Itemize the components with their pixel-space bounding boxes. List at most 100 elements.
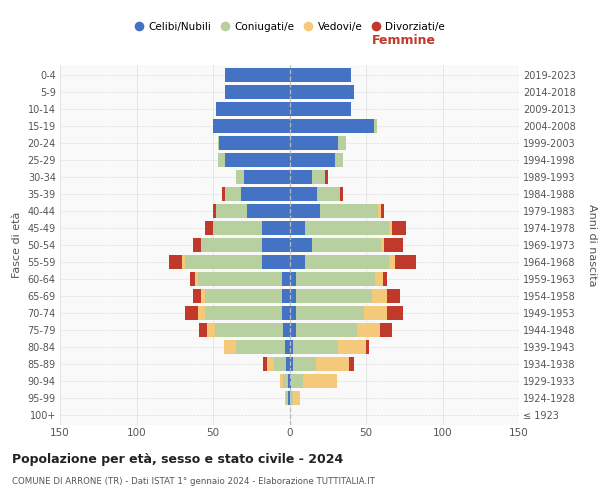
Bar <box>285 391 286 405</box>
Bar <box>283 374 288 388</box>
Bar <box>290 306 296 320</box>
Bar <box>193 238 201 252</box>
Bar <box>222 187 225 201</box>
Bar <box>340 187 343 201</box>
Legend: Celibi/Nubili, Coniugati/e, Vedovi/e, Divorziati/e: Celibi/Nubili, Coniugati/e, Vedovi/e, Di… <box>132 20 447 34</box>
Bar <box>385 238 403 252</box>
Text: Femmine: Femmine <box>372 34 436 47</box>
Bar <box>244 170 290 184</box>
Bar <box>320 204 378 218</box>
Bar <box>378 204 382 218</box>
Bar <box>282 306 290 320</box>
Text: Popolazione per età, sesso e stato civile - 2024: Popolazione per età, sesso e stato civil… <box>12 452 343 466</box>
Bar <box>274 357 286 371</box>
Bar <box>290 238 313 252</box>
Bar <box>338 340 366 354</box>
Bar <box>290 170 313 184</box>
Text: COMUNE DI ARRONE (TR) - Dati ISTAT 1° gennaio 2024 - Elaborazione TUTTITALIA.IT: COMUNE DI ARRONE (TR) - Dati ISTAT 1° ge… <box>12 478 375 486</box>
Bar <box>290 85 354 99</box>
Bar <box>290 102 350 116</box>
Bar <box>282 272 290 286</box>
Bar <box>290 204 320 218</box>
Bar <box>380 323 392 337</box>
Bar <box>182 255 185 269</box>
Y-axis label: Fasce di età: Fasce di età <box>12 212 22 278</box>
Bar <box>225 187 241 201</box>
Bar <box>290 340 293 354</box>
Bar <box>382 204 385 218</box>
Bar <box>392 221 406 235</box>
Bar <box>219 136 290 150</box>
Bar <box>303 374 337 388</box>
Bar <box>395 255 416 269</box>
Bar <box>207 323 215 337</box>
Bar <box>205 306 282 320</box>
Bar <box>194 272 198 286</box>
Bar <box>375 272 383 286</box>
Bar <box>296 323 357 337</box>
Bar <box>201 238 262 252</box>
Bar <box>198 272 282 286</box>
Bar <box>236 340 285 354</box>
Bar <box>225 153 290 167</box>
Bar <box>290 119 374 133</box>
Bar <box>288 391 290 405</box>
Bar <box>241 187 290 201</box>
Bar <box>325 170 328 184</box>
Bar <box>201 289 205 303</box>
Bar <box>290 153 335 167</box>
Bar <box>193 289 201 303</box>
Bar <box>216 204 247 218</box>
Bar <box>338 136 346 150</box>
Bar <box>290 374 291 388</box>
Bar <box>266 357 274 371</box>
Bar <box>383 272 388 286</box>
Bar <box>169 255 182 269</box>
Bar <box>288 374 290 388</box>
Bar <box>199 323 207 337</box>
Bar <box>366 340 369 354</box>
Bar <box>262 221 290 235</box>
Bar <box>224 340 236 354</box>
Bar <box>349 357 354 371</box>
Bar <box>218 153 225 167</box>
Bar <box>286 357 290 371</box>
Bar <box>185 306 198 320</box>
Bar <box>357 323 380 337</box>
Bar <box>335 153 343 167</box>
Bar <box>388 306 403 320</box>
Bar <box>372 289 388 303</box>
Bar <box>296 272 375 286</box>
Bar <box>296 289 372 303</box>
Bar <box>313 238 382 252</box>
Bar <box>290 136 338 150</box>
Bar <box>190 272 194 286</box>
Bar <box>282 289 290 303</box>
Bar <box>290 221 305 235</box>
Bar <box>296 306 364 320</box>
Bar <box>291 374 303 388</box>
Bar <box>290 187 317 201</box>
Bar <box>389 255 395 269</box>
Bar <box>262 238 290 252</box>
Bar <box>280 374 283 388</box>
Bar <box>283 323 290 337</box>
Bar <box>225 68 290 82</box>
Bar <box>198 306 205 320</box>
Y-axis label: Anni di nascita: Anni di nascita <box>587 204 597 286</box>
Bar <box>290 272 296 286</box>
Bar <box>213 204 216 218</box>
Bar <box>290 357 293 371</box>
Bar <box>215 323 283 337</box>
Bar <box>290 68 350 82</box>
Bar <box>286 391 288 405</box>
Bar <box>218 136 219 150</box>
Bar <box>364 306 388 320</box>
Bar <box>305 221 389 235</box>
Bar <box>225 85 290 99</box>
Bar <box>216 102 290 116</box>
Bar <box>313 170 325 184</box>
Bar <box>236 170 244 184</box>
Bar <box>247 204 290 218</box>
Bar <box>293 391 300 405</box>
